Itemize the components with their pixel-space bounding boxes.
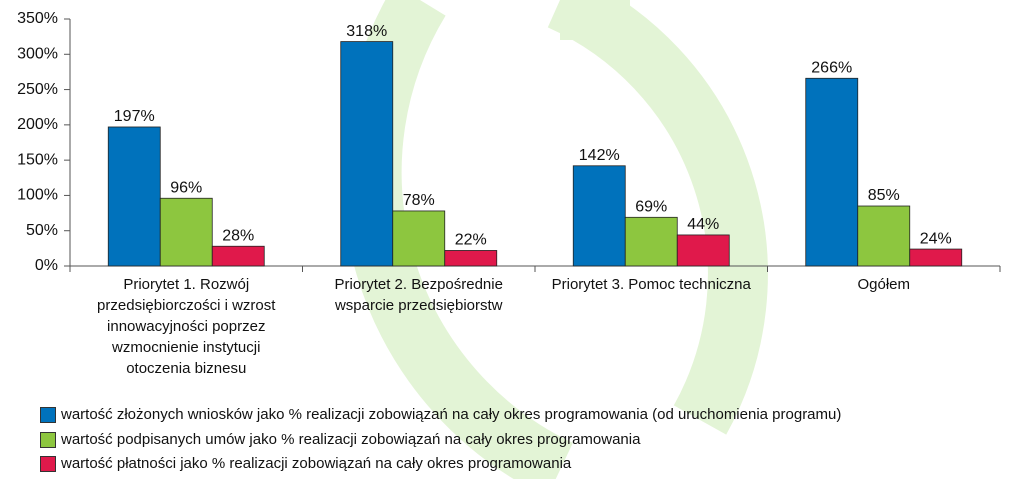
- value-label: 197%: [114, 108, 155, 125]
- value-label: 24%: [920, 230, 952, 247]
- y-tick-label: 300%: [17, 46, 58, 63]
- legend-item: wartość podpisanych umów jako % realizac…: [40, 431, 640, 448]
- x-tick-label: Priorytet 1. Rozwój przedsiębiorczości i…: [97, 276, 276, 377]
- legend-swatch: [40, 406, 56, 423]
- bar: [572, 165, 626, 267]
- legend-item: wartość złożonych wniosków jako % realiz…: [40, 406, 841, 423]
- bar: [340, 41, 394, 267]
- bar: [857, 205, 911, 267]
- y-tick-label: 250%: [17, 81, 58, 98]
- bar: [676, 234, 730, 267]
- x-tick-label: Ogółem: [857, 276, 911, 293]
- value-label: 28%: [222, 227, 254, 244]
- bar: [909, 248, 963, 267]
- bar: [159, 197, 213, 267]
- bar: [107, 126, 161, 267]
- bar: [211, 245, 265, 267]
- value-label: 44%: [687, 216, 719, 233]
- legend-item: wartość płatności jako % realizacji zobo…: [40, 455, 571, 472]
- value-label: 22%: [455, 232, 487, 249]
- legend-swatch: [40, 455, 56, 472]
- bar: [805, 77, 859, 267]
- value-label: 318%: [346, 23, 387, 40]
- value-label: 266%: [811, 59, 852, 76]
- legend-label: wartość złożonych wniosków jako % realiz…: [61, 406, 842, 423]
- y-tick-label: 100%: [17, 187, 58, 204]
- y-tick-label: 200%: [17, 116, 58, 133]
- y-tick-label: 150%: [17, 151, 58, 168]
- value-label: 78%: [403, 192, 435, 209]
- y-tick-label: 50%: [26, 222, 58, 239]
- value-label: 69%: [635, 199, 667, 216]
- legend-label: wartość płatności jako % realizacji zobo…: [61, 455, 572, 472]
- legend-swatch: [40, 431, 56, 448]
- watermark: [560, 0, 630, 40]
- x-tick-label: Priorytet 3. Pomoc techniczna: [551, 276, 751, 293]
- bar: [624, 216, 678, 267]
- value-label: 142%: [579, 147, 620, 164]
- value-label: 96%: [170, 179, 202, 196]
- bar: [444, 250, 498, 267]
- x-tick-label: Priorytet 2. Bezpośrednie wsparcie przed…: [334, 276, 503, 314]
- legend-label: wartość podpisanych umów jako % realizac…: [61, 431, 641, 448]
- y-tick-label: 350%: [17, 10, 58, 27]
- bar: [392, 210, 446, 267]
- value-label: 85%: [868, 187, 900, 204]
- y-tick-label: 0%: [35, 257, 58, 274]
